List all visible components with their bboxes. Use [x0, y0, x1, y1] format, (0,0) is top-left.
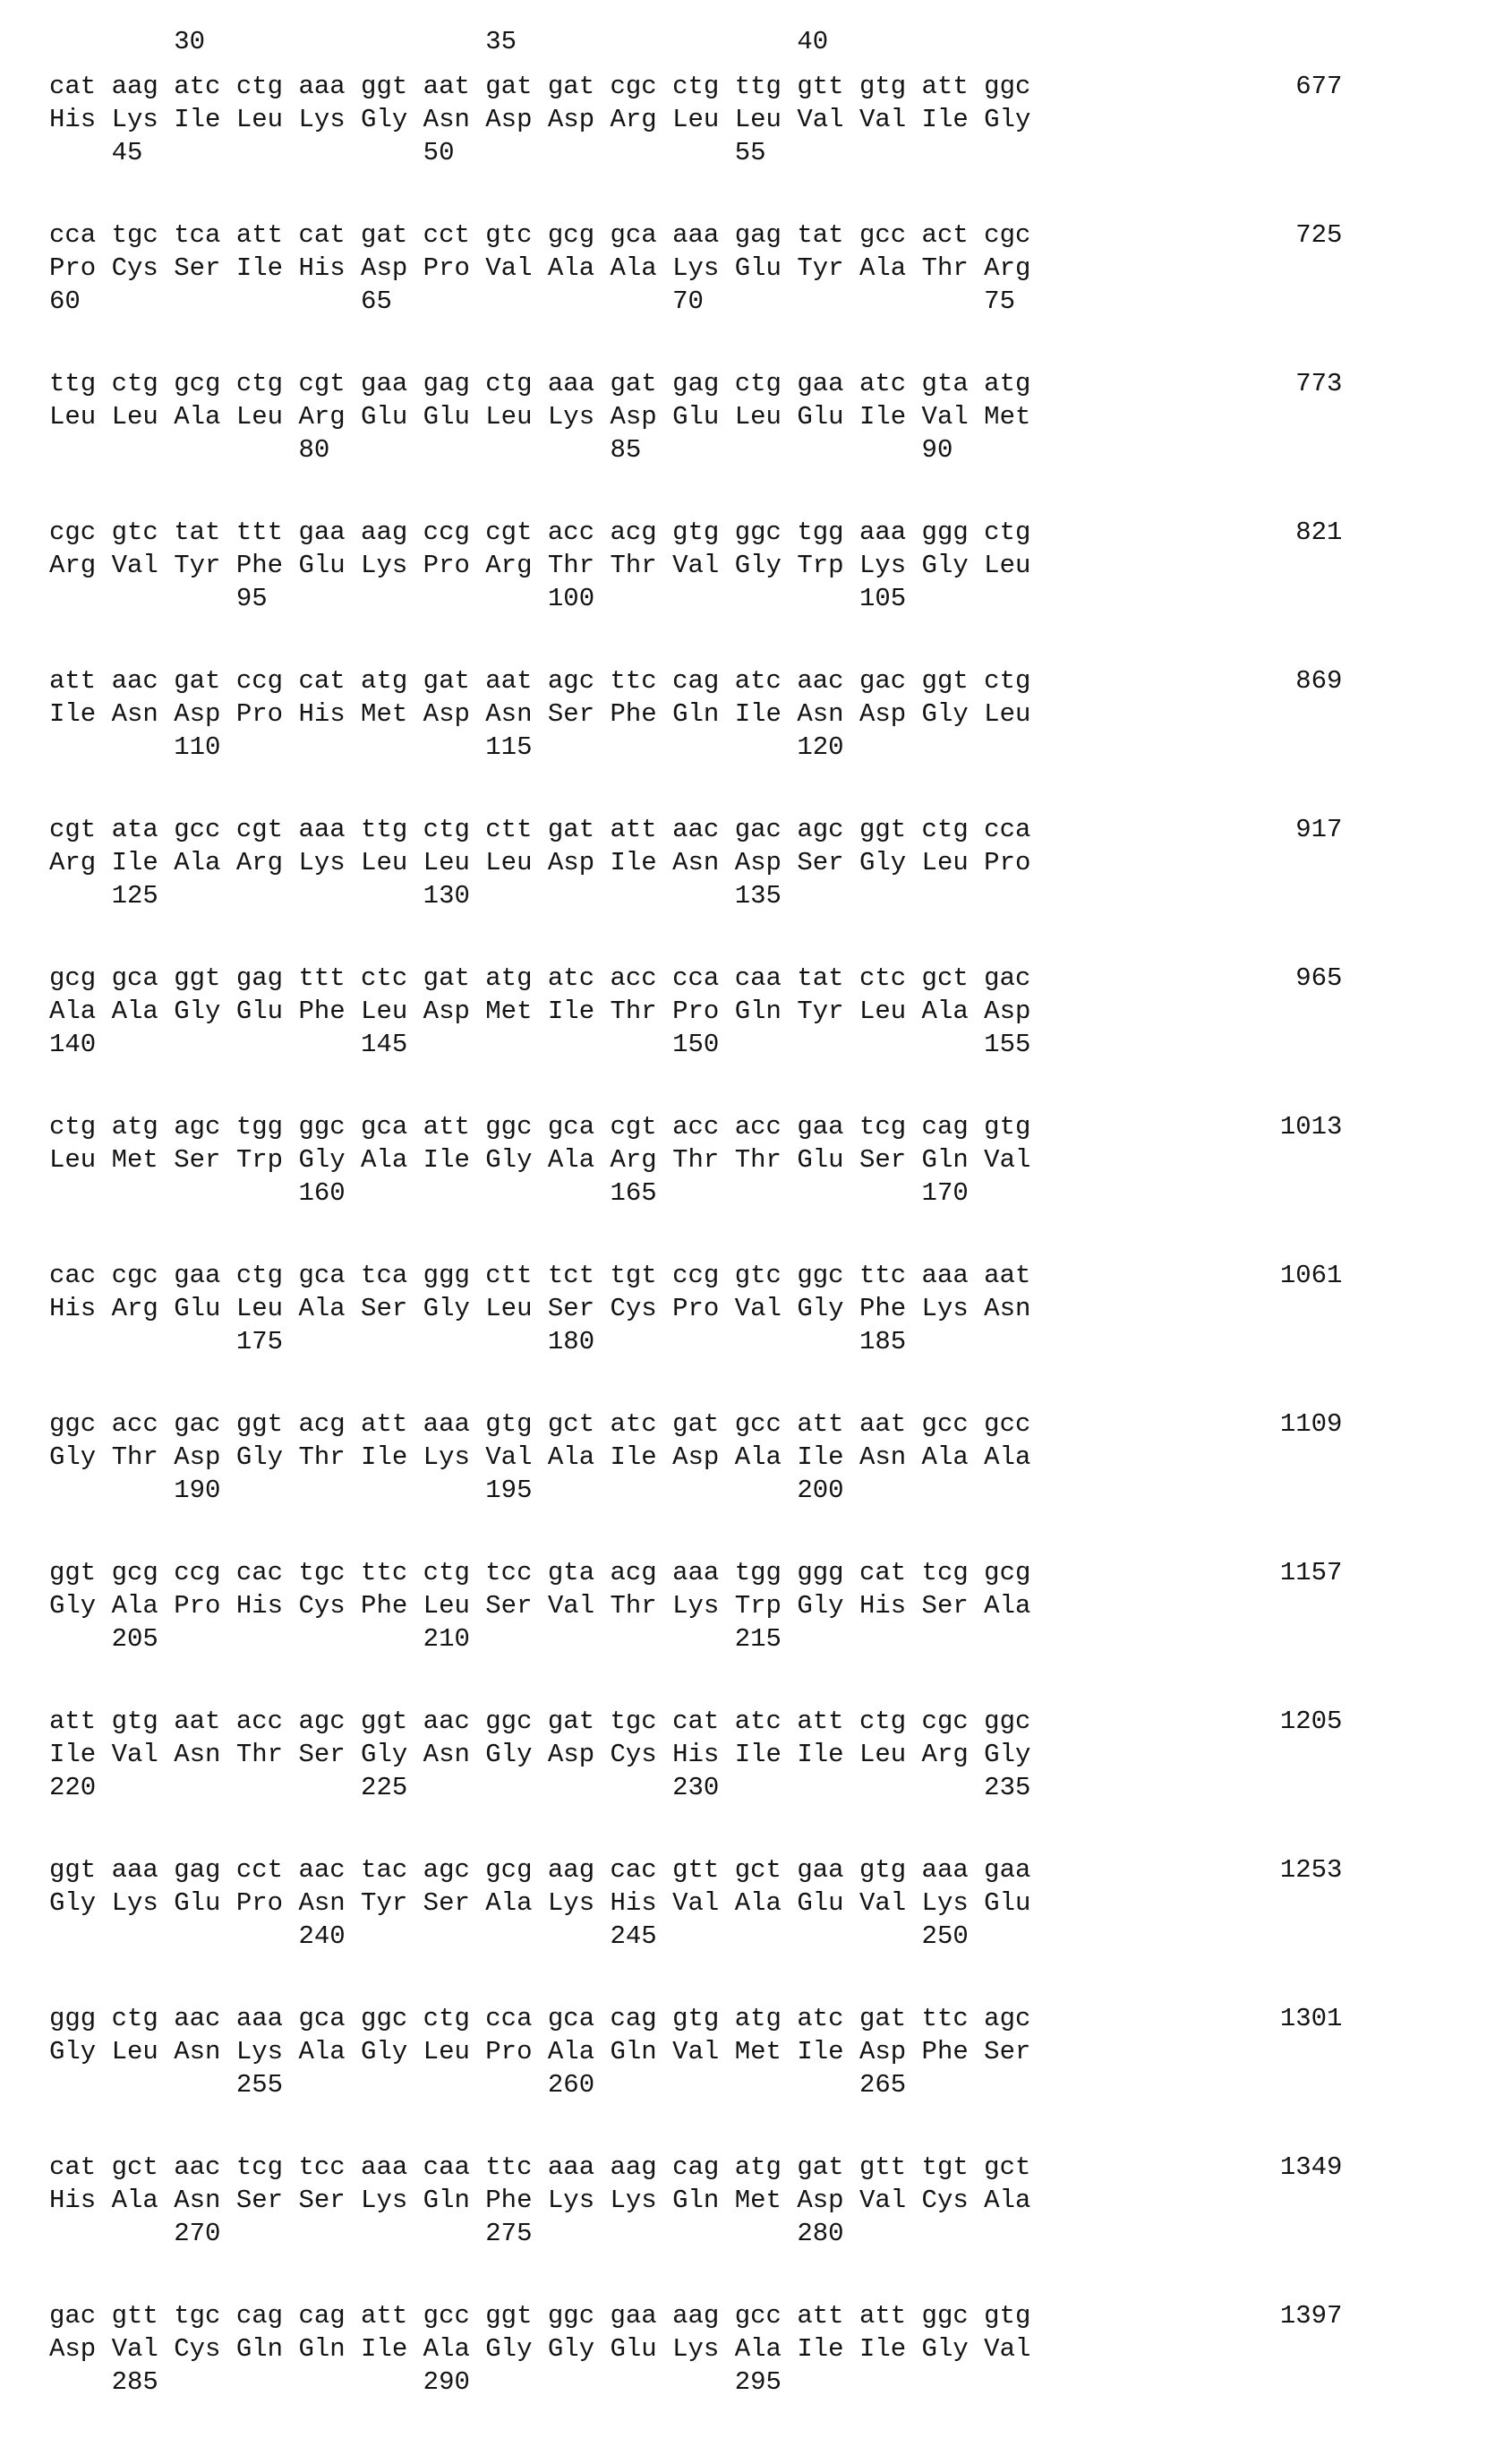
sequence-block: ggt gcg ccg cac tgc ttc ctg tcc gta acg … [49, 1556, 1512, 1656]
amino-acid-line: Arg Ile Ala Arg Lys Leu Leu Leu Asp Ile … [49, 848, 1031, 877]
residue-ruler-line: 110 115 120 [49, 732, 844, 762]
dna-codon-line: att gtg aat acc agc ggt aac ggc gat tgc … [49, 1707, 1343, 1736]
amino-acid-line: Arg Val Tyr Phe Glu Lys Pro Arg Thr Thr … [49, 551, 1031, 580]
residue-ruler-line: 140 145 150 155 [49, 1030, 1031, 1059]
sequence-block: cca tgc tca att cat gat cct gtc gcg gca … [49, 218, 1512, 318]
sequence-block: gcg gca ggt gag ttt ctc gat atg atc acc … [49, 962, 1512, 1061]
residue-ruler-line: 255 260 265 [49, 2070, 907, 2100]
residue-ruler-line: 160 165 170 [49, 1178, 969, 1208]
sequence-block: ggg ctg aac aaa gca ggc ctg cca gca cag … [49, 2002, 1512, 2101]
residue-ruler-line: 60 65 70 75 [49, 287, 1015, 316]
sequence-block: cac cgc gaa ctg gca tca ggg ctt tct tgt … [49, 1259, 1512, 1358]
dna-codon-line: cac cgc gaa ctg gca tca ggg ctt tct tgt … [49, 1261, 1343, 1290]
dna-codon-line: cgc gtc tat ttt gaa aag ccg cgt acc acg … [49, 518, 1343, 547]
dna-codon-line: cat gct aac tcg tcc aaa caa ttc aaa aag … [49, 2152, 1343, 2182]
sequence-block: gac gtt tgc cag cag att gcc ggt ggc gaa … [49, 2299, 1512, 2399]
amino-acid-line: Gly Lys Glu Pro Asn Tyr Ser Ala Lys His … [49, 1888, 1031, 1918]
amino-acid-line: His Ala Asn Ser Ser Lys Gln Phe Lys Lys … [49, 2186, 1031, 2215]
dna-codon-line: att aac gat ccg cat atg gat aat agc ttc … [49, 666, 1343, 696]
amino-acid-line: Pro Cys Ser Ile His Asp Pro Val Ala Ala … [49, 253, 1031, 283]
residue-ruler-line: 240 245 250 [49, 1921, 969, 1951]
residue-ruler-line: 95 100 105 [49, 584, 907, 613]
dna-codon-line: ggg ctg aac aaa gca ggc ctg cca gca cag … [49, 2004, 1343, 2033]
amino-acid-line: Asp Val Cys Gln Gln Ile Ala Gly Gly Glu … [49, 2334, 1031, 2364]
residue-ruler-line: 80 85 90 [49, 435, 953, 465]
dna-codon-line: ttg ctg gcg ctg cgt gaa gag ctg aaa gat … [49, 369, 1343, 398]
amino-acid-line: Ala Ala Gly Glu Phe Leu Asp Met Ile Thr … [49, 997, 1031, 1026]
amino-acid-line: Leu Leu Ala Leu Arg Glu Glu Leu Lys Asp … [49, 402, 1031, 432]
residue-ruler-line: 125 130 135 [49, 881, 782, 911]
sequence-block: cgc gtc tat ttt gaa aag ccg cgt acc acg … [49, 516, 1512, 615]
amino-acid-line: His Arg Glu Leu Ala Ser Gly Leu Ser Cys … [49, 1294, 1031, 1323]
sequence-block: cat gct aac tcg tcc aaa caa ttc aaa aag … [49, 2151, 1512, 2250]
residue-ruler-line: 270 275 280 [49, 2219, 844, 2248]
amino-acid-line: Ile Val Asn Thr Ser Gly Asn Gly Asp Cys … [49, 1740, 1031, 1769]
residue-ruler-line: 220 225 230 235 [49, 1773, 1031, 1802]
sequence-block: att gtg aat acc agc ggt aac ggc gat tgc … [49, 1705, 1512, 1804]
sequence-block: ctg atg agc tgg ggc gca att ggc gca cgt … [49, 1110, 1512, 1210]
sequence-blocks: cat aag atc ctg aaa ggt aat gat gat cgc … [49, 70, 1512, 2399]
amino-acid-line: Leu Met Ser Trp Gly Ala Ile Gly Ala Arg … [49, 1145, 1031, 1175]
sequence-block: cgt ata gcc cgt aaa ttg ctg ctt gat att … [49, 813, 1512, 912]
sequence-block: cat aag atc ctg aaa ggt aat gat gat cgc … [49, 70, 1512, 169]
dna-codon-line: ggc acc gac ggt acg att aaa gtg gct atc … [49, 1409, 1343, 1439]
residue-ruler-line: 285 290 295 [49, 2367, 782, 2397]
residue-ruler-line: 175 180 185 [49, 1327, 907, 1356]
dna-codon-line: ctg atg agc tgg ggc gca att ggc gca cgt … [49, 1112, 1343, 1142]
amino-acid-line: Ile Asn Asp Pro His Met Asp Asn Ser Phe … [49, 699, 1031, 729]
dna-codon-line: gac gtt tgc cag cag att gcc ggt ggc gaa … [49, 2301, 1343, 2331]
sequence-block: ggc acc gac ggt acg att aaa gtg gct atc … [49, 1407, 1512, 1507]
amino-acid-line: Gly Ala Pro His Cys Phe Leu Ser Val Thr … [49, 1591, 1031, 1621]
dna-codon-line: cgt ata gcc cgt aaa ttg ctg ctt gat att … [49, 815, 1343, 844]
amino-acid-line: Gly Thr Asp Gly Thr Ile Lys Val Ala Ile … [49, 1442, 1031, 1472]
residue-ruler-line: 190 195 200 [49, 1476, 844, 1505]
header-ruler-line: 30 35 40 [49, 27, 829, 56]
sequence-block: ttg ctg gcg ctg cgt gaa gag ctg aaa gat … [49, 367, 1512, 466]
amino-acid-line: Gly Leu Asn Lys Ala Gly Leu Pro Ala Gln … [49, 2037, 1031, 2066]
residue-ruler-line: 205 210 215 [49, 1624, 782, 1654]
residue-ruler-line: 45 50 55 [49, 138, 766, 167]
dna-codon-line: ggt gcg ccg cac tgc ttc ctg tcc gta acg … [49, 1558, 1343, 1587]
sequence-block: ggt aaa gag cct aac tac agc gcg aag cac … [49, 1853, 1512, 1953]
dna-codon-line: gcg gca ggt gag ttt ctc gat atg atc acc … [49, 963, 1343, 993]
dna-codon-line: cat aag atc ctg aaa ggt aat gat gat cgc … [49, 72, 1343, 101]
dna-codon-line: cca tgc tca att cat gat cct gtc gcg gca … [49, 220, 1343, 250]
amino-acid-line: His Lys Ile Leu Lys Gly Asn Asp Asp Arg … [49, 105, 1031, 134]
sequence-block: att aac gat ccg cat atg gat aat agc ttc … [49, 664, 1512, 764]
dna-codon-line: ggt aaa gag cct aac tac agc gcg aag cac … [49, 1855, 1343, 1885]
